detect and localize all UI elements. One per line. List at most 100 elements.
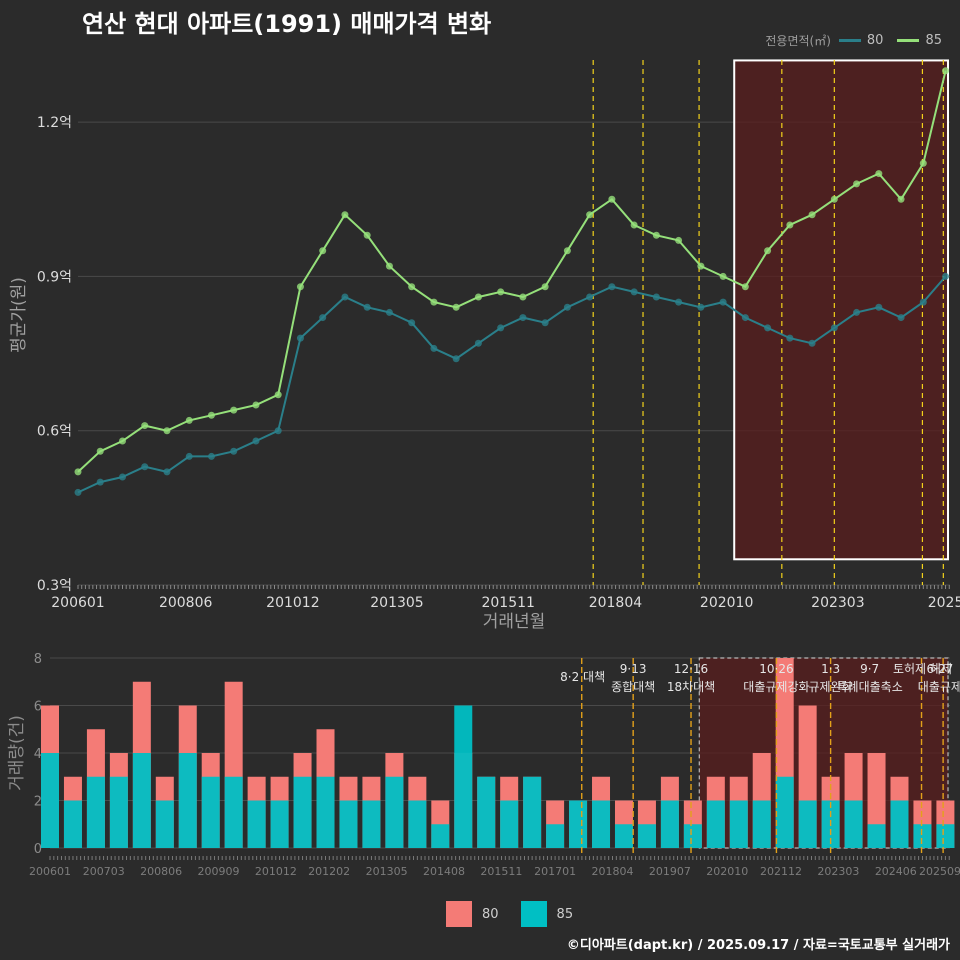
legend-line-80: [838, 39, 861, 42]
data-point-80: [741, 314, 749, 322]
bar-legend: 80 85: [446, 901, 585, 927]
data-point-85: [118, 437, 126, 445]
bar-85: [936, 824, 955, 848]
y-tick-label: 4: [34, 747, 42, 762]
bar-85: [270, 800, 289, 848]
data-point-85: [741, 283, 749, 291]
data-point-85: [430, 298, 438, 306]
x-tick-label: 202509: [919, 865, 960, 878]
x-tick-label: 201202: [308, 865, 350, 878]
x-tick-label: 201511: [481, 595, 534, 611]
data-point-85: [541, 283, 549, 291]
policy-annotation: 대출규제: [918, 680, 960, 694]
data-point-80: [652, 293, 660, 301]
policy-annotation: 특례대출축소: [837, 680, 903, 694]
data-point-85: [163, 427, 171, 435]
data-point-80: [118, 473, 126, 481]
x-tick-label: 201305: [370, 595, 423, 611]
policy-annotation: 9·7: [860, 662, 879, 676]
highlight-box: [733, 59, 949, 561]
data-point-80: [608, 283, 616, 291]
bar-85: [614, 824, 633, 848]
policy-annotation: 8·2 대책: [560, 669, 605, 684]
data-point-80: [541, 319, 549, 327]
bar-85: [569, 800, 588, 848]
data-point-85: [764, 247, 772, 255]
bar-85: [592, 800, 611, 848]
data-point-80: [408, 319, 416, 327]
data-point-85: [497, 288, 505, 296]
bar-85: [293, 776, 312, 848]
data-point-80: [141, 463, 149, 471]
x-tick-label: 202303: [811, 595, 864, 611]
data-point-80: [563, 303, 571, 311]
line-legend: 전용면적(㎡) 80 85: [765, 32, 950, 49]
data-point-80: [96, 478, 104, 486]
chart-title: 연산 현대 아파트(1991) 매매가격 변화: [82, 10, 492, 38]
x-tick-label: 201408: [423, 865, 465, 878]
x-tick-label: 201804: [592, 865, 634, 878]
bar-85: [41, 753, 59, 848]
x-tick-label: 2025: [928, 595, 960, 611]
data-point-85: [319, 247, 327, 255]
data-point-85: [185, 416, 193, 424]
x-tick-label: 202010: [706, 865, 748, 878]
data-point-80: [719, 298, 727, 306]
data-point-85: [385, 262, 393, 270]
x-tick-label: 201804: [589, 595, 643, 611]
y-tick-label: 0: [34, 842, 42, 857]
data-point-80: [474, 339, 482, 347]
policy-annotation: 1·3: [821, 662, 840, 676]
data-point-85: [652, 231, 660, 239]
data-point-80: [452, 355, 460, 363]
policy-annotation: 9·13: [620, 662, 647, 676]
data-point-85: [853, 180, 861, 188]
bar-85: [752, 800, 771, 848]
data-point-80: [296, 334, 304, 342]
data-point-85: [274, 391, 282, 399]
data-point-85: [74, 468, 82, 476]
policy-annotation: 18차대책: [667, 679, 715, 694]
bar-legend-label-85: 85: [556, 906, 574, 922]
bar-85: [63, 800, 82, 848]
x-tick-label: 202406: [875, 865, 917, 878]
y-tick-label: 1.2억: [37, 115, 72, 131]
policy-annotation: 종합대책: [611, 679, 655, 694]
bar-85: [913, 824, 932, 848]
data-point-85: [897, 195, 905, 203]
x-tick-label: 201907: [649, 865, 691, 878]
bar-85: [408, 800, 427, 848]
data-point-85: [919, 159, 927, 167]
x-tick-label: 200806: [159, 595, 213, 611]
legend-label-85: 85: [925, 33, 942, 48]
bar-85: [637, 824, 656, 848]
bar-85: [706, 800, 725, 848]
bar-85: [247, 800, 266, 848]
data-point-80: [875, 303, 883, 311]
y-tick-label: 0.3억: [37, 578, 72, 594]
source-credit: ©디아파트(dapt.kr) / 2025.09.17 / 자료=국토교통부 실…: [566, 938, 950, 953]
data-point-85: [697, 262, 705, 270]
y-axis-title: 거래량(건): [7, 715, 27, 791]
bar-85: [867, 824, 886, 848]
y-tick-label: 2: [34, 795, 42, 810]
data-point-80: [808, 339, 816, 347]
bar-85: [523, 776, 542, 848]
data-point-80: [497, 324, 505, 332]
data-point-80: [230, 447, 238, 455]
data-point-85: [207, 411, 215, 419]
bar-85: [178, 753, 197, 848]
bar-85: [431, 824, 450, 848]
data-point-85: [875, 170, 883, 178]
bar-85: [683, 824, 702, 848]
policy-annotation: 규제완화: [809, 680, 853, 694]
x-tick-label: 200909: [198, 865, 240, 878]
data-point-80: [942, 272, 950, 280]
data-point-85: [296, 283, 304, 291]
bar-legend-swatch-80: [446, 901, 472, 927]
x-tick-label: 201701: [534, 865, 576, 878]
x-tick-label: 202112: [760, 865, 802, 878]
data-point-85: [230, 406, 238, 414]
data-point-80: [430, 344, 438, 352]
bar-85: [224, 776, 243, 848]
